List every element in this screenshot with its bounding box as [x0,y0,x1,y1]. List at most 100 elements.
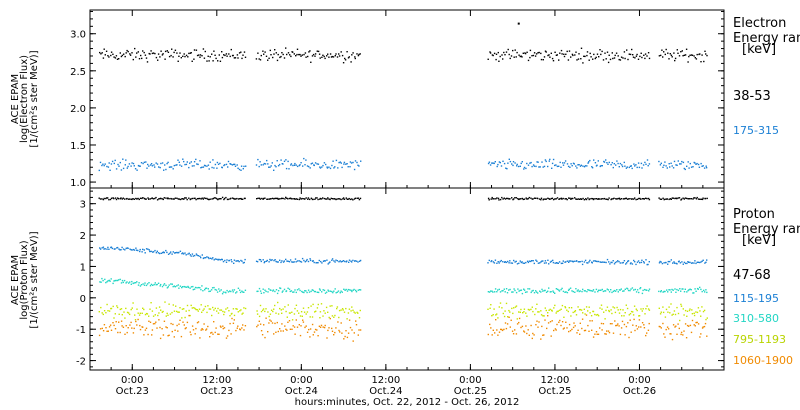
data-point [292,51,294,53]
data-point [669,289,671,291]
data-point [671,165,673,167]
data-point [221,293,224,295]
data-point [117,197,119,199]
data-point [702,259,704,261]
data-point [193,288,196,290]
data-point [287,304,289,306]
data-point [637,162,640,164]
data-point [285,159,287,161]
data-point [306,291,308,294]
data-point [214,307,216,310]
data-point [202,309,204,312]
data-point [671,197,673,199]
data-point [255,260,258,262]
data-point [517,198,519,200]
data-point [240,169,242,171]
data-point [302,291,304,293]
data-point [207,305,209,307]
data-point [516,318,518,320]
data-point [108,310,111,312]
data-point [338,309,341,312]
data-point [98,197,100,199]
data-point [648,261,650,263]
data-point [695,198,698,200]
data-point [260,310,263,313]
data-point [107,310,109,312]
data-point [533,292,536,294]
data-point [118,58,120,60]
data-point [503,162,506,165]
data-point [183,308,185,310]
data-point [343,338,345,340]
data-point [668,163,670,165]
data-point [221,51,223,53]
data-point [104,54,106,56]
data-point [217,307,219,310]
data-point [346,260,348,262]
data-point [561,262,564,264]
data-point [493,52,496,55]
data-point [683,198,685,200]
data-point [210,289,213,291]
data-point [556,310,558,313]
data-point [303,53,305,56]
data-point [516,263,519,265]
data-point [290,290,293,292]
data-point [495,314,497,316]
data-point [145,248,148,250]
data-point [316,262,318,264]
data-point [359,197,362,200]
data-point [182,252,184,254]
data-point [188,52,190,55]
data-point [270,309,273,311]
data-point [580,198,582,200]
data-point [192,285,194,288]
data-point [209,56,211,58]
data-point [320,198,323,200]
data-point [315,310,317,312]
data-point [226,307,229,309]
data-point [259,323,262,325]
electron-legend-title-1: Electron [733,16,786,31]
data-point [135,197,137,200]
data-point [259,259,262,261]
data-point [609,263,611,265]
data-point [172,285,174,288]
data-point [239,291,242,294]
data-point [500,328,503,331]
data-point [235,308,237,310]
data-point [553,307,555,309]
data-point [302,319,304,321]
data-point [606,162,608,164]
data-point [501,290,503,292]
data-point [679,288,681,290]
ytick-label: 1.0 [70,178,86,189]
data-point [579,333,581,335]
data-point [673,310,676,312]
ytick-label: 1 [80,262,86,273]
data-point [537,161,539,163]
data-point [130,308,132,311]
data-point [612,306,614,308]
ytick-label: 3.0 [70,30,86,41]
data-point-outlier [517,22,520,25]
data-point [345,330,347,332]
data-point [498,161,501,163]
data-point [186,161,188,163]
data-point [660,290,662,292]
data-point [516,165,518,167]
data-point [167,51,170,53]
data-point [670,198,672,200]
data-point [535,53,538,55]
data-point [236,260,238,262]
data-point [533,197,536,199]
data-point [586,51,589,53]
data-point [184,163,186,166]
data-point [634,329,636,332]
data-point [232,291,234,293]
data-point [99,198,102,200]
data-point [522,262,524,264]
data-point [197,197,200,200]
data-point [121,54,124,57]
data-point [672,313,674,315]
